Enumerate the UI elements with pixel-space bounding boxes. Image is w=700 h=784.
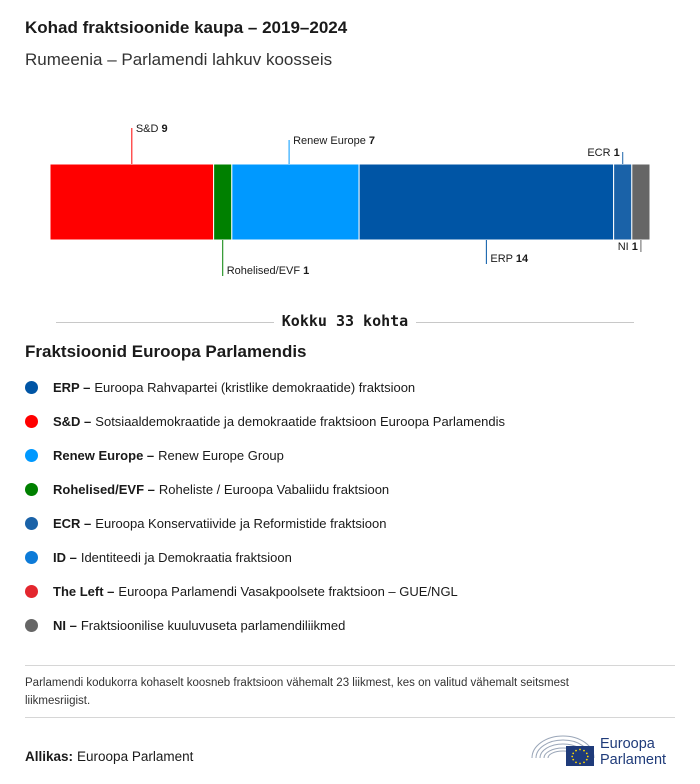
- divider: [25, 665, 675, 666]
- legend-title: Fraktsioonid Euroopa Parlamendis: [25, 342, 307, 361]
- legend-item: Rohelised/EVF – Roheliste / Euroopa Vabal…: [25, 472, 505, 506]
- european-parliament-logo: Euroopa Parlament: [530, 728, 680, 768]
- legend-dot-icon: [25, 448, 38, 462]
- legend-abbr: ERP –: [53, 379, 91, 395]
- legend-item: ID – Identiteedi ja Demokraatia fraktsioo…: [25, 540, 505, 574]
- segment-label: Renew Europe 7: [293, 135, 375, 147]
- bar-segment-erp: [358, 163, 615, 241]
- chart-title: Kohad fraktsioonide kaupa – 2019–2024: [25, 18, 348, 37]
- legend-item: ERP – Euroopa Rahvapartei (kristlike demo…: [25, 370, 505, 404]
- total-seats-label: Kokku 33 kohta: [273, 312, 417, 330]
- chart-subtitle: Rumeenia – Parlamendi lahkuv koosseis: [25, 50, 333, 69]
- legend-dot-icon: [25, 414, 38, 428]
- legend-desc: Fraktsioonilise kuuluvuseta parlamendili…: [80, 617, 346, 633]
- logo-line-2: Parlament: [600, 752, 667, 768]
- bar-segment-ecr: [613, 163, 633, 241]
- total-seats: Kokku 33 kohta: [56, 312, 634, 332]
- legend-abbr: ID –: [53, 549, 77, 565]
- legend-abbr: The Left –: [53, 583, 115, 599]
- legend: ERP – Euroopa Rahvapartei (kristlike demo…: [25, 370, 505, 642]
- legend-desc: Euroopa Rahvapartei (kristlike demokraat…: [94, 379, 416, 395]
- source-label: Allikas:: [25, 749, 74, 764]
- legend-item: S&D – Sotsiaaldemokraatide ja demokraatid…: [25, 404, 505, 438]
- legend-abbr: NI –: [53, 617, 77, 633]
- segment-label: Rohelised/EVF 1: [227, 265, 310, 277]
- footnote: Parlamendi kodukorra kohaselt koosneb fr…: [25, 677, 569, 707]
- legend-item: ECR – Euroopa Konservatiivide ja Reformis…: [25, 506, 505, 540]
- legend-abbr: S&D –: [53, 413, 92, 429]
- source-value: Euroopa Parlament: [77, 749, 194, 764]
- stacked-bar-chart: S&D 9 Rohelised/EVF 1 Renew Europe 7 ERP 14…: [49, 123, 651, 277]
- logo-line-1: Euroopa: [600, 736, 655, 752]
- legend-abbr: Rohelised/EVF –: [53, 481, 155, 497]
- segment-label: ERP 14: [490, 253, 529, 265]
- legend-desc: Renew Europe Group: [158, 447, 284, 463]
- bar-segment-rohelised-evf: [213, 163, 233, 241]
- legend-abbr: ECR –: [53, 515, 92, 531]
- legend-desc: Roheliste / Euroopa Vabaliidu fraktsioon: [158, 481, 390, 497]
- legend-item: NI – Fraktsioonilise kuuluvuseta parlamen…: [25, 608, 505, 642]
- legend-item: Renew Europe – Renew Europe Group: [25, 438, 505, 472]
- legend-abbr: Renew Europe –: [53, 447, 155, 463]
- segment-label: ECR 1: [587, 147, 619, 159]
- source: Allikas: Euroopa Parlament: [25, 749, 193, 764]
- bar-segment-s-d: [49, 163, 215, 241]
- legend-dot-icon: [25, 550, 38, 564]
- legend-dot-icon: [25, 516, 38, 530]
- legend-desc: Euroopa Konservatiivide ja Reformistide …: [95, 515, 387, 531]
- legend-desc: Sotsiaaldemokraatide ja demokraatide fra…: [95, 413, 506, 429]
- legend-desc: Euroopa Parlamendi Vasakpoolsete fraktsi…: [118, 583, 458, 599]
- legend-dot-icon: [25, 380, 38, 394]
- legend-dot-icon: [25, 482, 38, 496]
- parliament-hemicycle-icon: [531, 735, 595, 766]
- segment-label: S&D 9: [136, 123, 168, 135]
- divider: [25, 717, 675, 718]
- legend-dot-icon: [25, 618, 38, 632]
- segment-label: NI 1: [618, 241, 638, 253]
- legend-dot-icon: [25, 584, 38, 598]
- bar-segment-renew-europe: [231, 163, 360, 241]
- bar-segment-ni: [631, 163, 651, 241]
- legend-desc: Identiteedi ja Demokraatia fraktsioon: [80, 549, 292, 565]
- legend-item: The Left – Euroopa Parlamendi Vasakpoolse…: [25, 574, 505, 608]
